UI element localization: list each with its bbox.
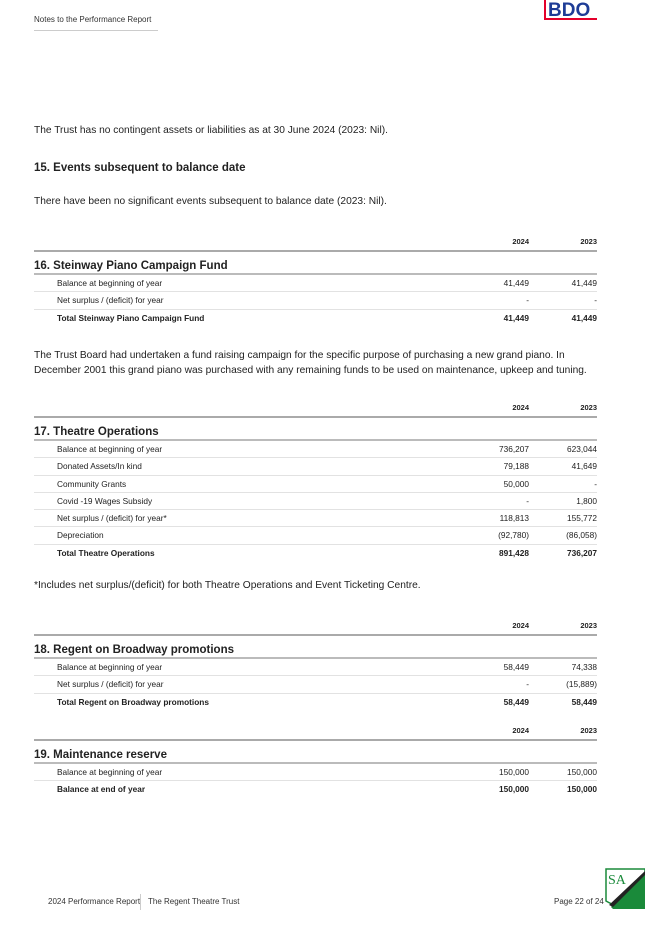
- value-2024: 50,000: [503, 478, 529, 489]
- year-header: 2024 2023: [34, 621, 597, 636]
- year-2024: 2024: [512, 726, 529, 735]
- table-regent-broadway: 2024 2023 18. Regent on Broadway promotio…: [34, 621, 597, 710]
- table-body: Balance at beginning of year 58,449 74,338…: [34, 659, 597, 710]
- piano-note: The Trust Board had undertaken a fund ra…: [34, 350, 587, 376]
- page-number: Page 22 of 24: [554, 897, 604, 906]
- year-2023: 2023: [580, 237, 597, 246]
- year-header: 2024 2023: [34, 726, 597, 741]
- value-2024: 41,449: [503, 278, 529, 288]
- value-2023: 41,449: [571, 278, 597, 288]
- value-2023: 150,000: [567, 767, 597, 777]
- table-theatre-operations: 2024 2023 17. Theatre Operations Balance …: [34, 403, 597, 561]
- table-body: Balance at beginning of year 736,207 623,0…: [34, 441, 597, 561]
- table-maintenance-reserve: 2024 2023 19. Maintenance reserve Balance…: [34, 726, 597, 798]
- value-2023: 150,000: [567, 784, 597, 795]
- table-row: Donated Assets/In kind 79,188 41,649: [34, 458, 597, 476]
- year-2024: 2024: [512, 621, 529, 630]
- row-label: Total Theatre Operations: [57, 547, 155, 558]
- table-steinway: 2024 2023 16. Steinway Piano Campaign Fun…: [34, 237, 597, 326]
- value-2023: -: [594, 478, 597, 489]
- row-label: Net surplus / (deficit) for year*: [57, 513, 167, 524]
- bdo-logo: BDO: [544, 0, 597, 20]
- value-2024: 150,000: [499, 784, 529, 795]
- row-label: Donated Assets/In kind: [57, 461, 142, 472]
- svg-text:BDO: BDO: [548, 0, 590, 20]
- table-row: Balance at beginning of year 736,207 623,0…: [34, 441, 597, 459]
- events-text: There have been no significant events su…: [34, 196, 387, 207]
- table-body: Balance at beginning of year 150,000 150,0…: [34, 764, 597, 798]
- value-2023: 74,338: [571, 662, 597, 672]
- value-2023: 623,044: [567, 444, 597, 454]
- table-row: Net surplus / (deficit) for year - -: [34, 292, 597, 310]
- value-2024: 891,428: [499, 547, 529, 558]
- table-row: Balance at beginning of year 41,449 41,449: [34, 275, 597, 293]
- year-header: 2024 2023: [34, 237, 597, 252]
- value-2024: 736,207: [499, 444, 529, 454]
- row-label: Balance at beginning of year: [57, 278, 163, 288]
- header-title: Notes to the Performance Report: [34, 15, 158, 31]
- value-2023: 58,449: [571, 696, 597, 707]
- value-2024: 58,449: [503, 696, 529, 707]
- row-label: Balance at beginning of year: [57, 767, 163, 777]
- events-heading: 15. Events subsequent to balance date: [34, 162, 246, 174]
- value-2023: 155,772: [567, 513, 597, 524]
- value-2023: (15,889): [566, 679, 597, 690]
- year-2023: 2023: [580, 726, 597, 735]
- total-row: Total Theatre Operations 891,428 736,207: [34, 545, 597, 561]
- value-2024: -: [526, 495, 529, 506]
- row-label: Net surplus / (deficit) for year: [57, 295, 164, 306]
- row-label: Balance at end of year: [57, 784, 146, 795]
- value-2024: -: [526, 295, 529, 306]
- theatre-footnote: *Includes net surplus/(deficit) for both…: [34, 580, 421, 591]
- section-title: 18. Regent on Broadway promotions: [34, 644, 597, 659]
- value-2023: (86,058): [566, 530, 597, 541]
- value-2023: -: [594, 295, 597, 306]
- year-2023: 2023: [580, 621, 597, 630]
- footer-divider: [140, 894, 141, 910]
- value-2024: 150,000: [499, 767, 529, 777]
- svg-text:SA: SA: [608, 873, 627, 888]
- table-row: Covid -19 Wages Subsidy - 1,800: [34, 493, 597, 511]
- value-2024: 41,449: [503, 312, 529, 323]
- section-title: 17. Theatre Operations: [34, 426, 597, 441]
- value-2023: 1,800: [576, 495, 597, 506]
- table-row: Community Grants 50,000 -: [34, 476, 597, 493]
- table-row: Net surplus / (deficit) for year - (15,889…: [34, 676, 597, 694]
- total-row: Total Steinway Piano Campaign Fund 41,449…: [34, 310, 597, 326]
- table-row: Balance at beginning of year 58,449 74,338: [34, 659, 597, 677]
- total-row: Balance at end of year 150,000 150,000: [34, 781, 597, 797]
- row-label: Balance at beginning of year: [57, 444, 163, 454]
- row-label: Community Grants: [57, 478, 127, 489]
- footer-report: 2024 Performance Report: [48, 897, 141, 906]
- year-2024: 2024: [512, 237, 529, 246]
- section-title: 16. Steinway Piano Campaign Fund: [34, 260, 597, 275]
- table-body: Balance at beginning of year 41,449 41,449…: [34, 275, 597, 326]
- row-label: Depreciation: [57, 530, 104, 541]
- value-2024: -: [526, 679, 529, 690]
- year-header: 2024 2023: [34, 403, 597, 418]
- silvis-audit-badge: SA: [605, 868, 645, 909]
- contingent-text: The Trust has no contingent assets or li…: [34, 125, 388, 136]
- table-row: Balance at beginning of year 150,000 150,0…: [34, 764, 597, 782]
- value-2023: 736,207: [567, 547, 597, 558]
- row-label: Net surplus / (deficit) for year: [57, 679, 164, 690]
- table-row: Depreciation (92,780) (86,058): [34, 527, 597, 545]
- value-2023: 41,649: [571, 461, 597, 472]
- year-2023: 2023: [580, 403, 597, 412]
- value-2024: 79,188: [503, 461, 529, 472]
- row-label: Balance at beginning of year: [57, 662, 163, 672]
- section-title: 19. Maintenance reserve: [34, 749, 597, 764]
- value-2023: 41,449: [571, 312, 597, 323]
- value-2024: (92,780): [498, 530, 529, 541]
- row-label: Total Regent on Broadway promotions: [57, 696, 209, 707]
- year-2024: 2024: [512, 403, 529, 412]
- row-label: Total Steinway Piano Campaign Fund: [57, 312, 205, 323]
- footer-org: The Regent Theatre Trust: [148, 897, 240, 906]
- row-label: Covid -19 Wages Subsidy: [57, 495, 153, 506]
- total-row: Total Regent on Broadway promotions 58,44…: [34, 694, 597, 710]
- value-2024: 58,449: [503, 662, 529, 672]
- value-2024: 118,813: [499, 513, 529, 524]
- table-row: Net surplus / (deficit) for year* 118,813…: [34, 510, 597, 528]
